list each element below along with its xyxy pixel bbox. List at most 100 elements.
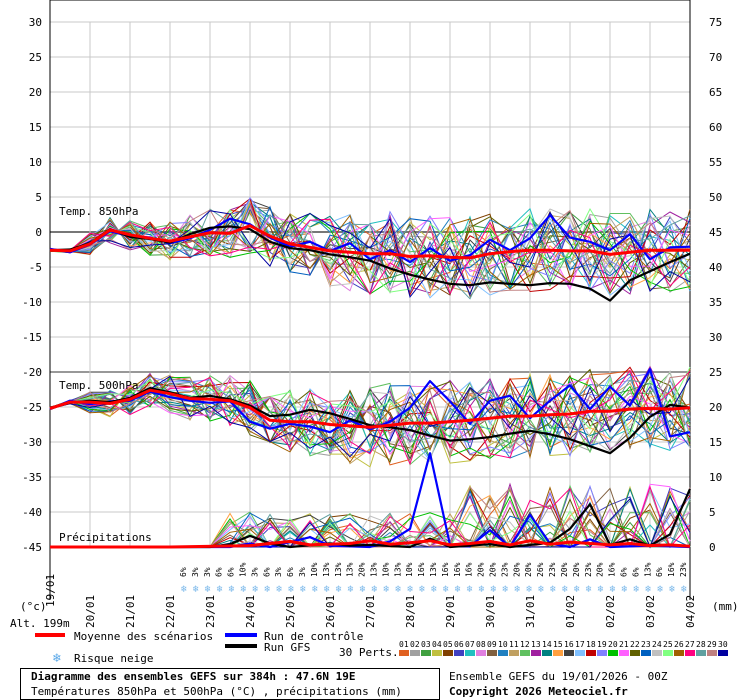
legend-control-swatch bbox=[225, 633, 257, 637]
pert-line bbox=[49, 366, 691, 461]
pert-number: 18 bbox=[586, 640, 596, 649]
y-tick-left: 5 bbox=[35, 191, 42, 204]
pert-number: 26 bbox=[674, 640, 684, 649]
legend-gfs-label: Run GFS bbox=[264, 641, 310, 654]
pert-color-swatch bbox=[608, 650, 618, 656]
snowflake-icon: ❄ bbox=[514, 584, 521, 595]
pert-line bbox=[49, 375, 691, 456]
snow-risk-label: 20% bbox=[560, 562, 569, 577]
legend-snow-label: Risque neige bbox=[74, 652, 153, 665]
pert-line bbox=[49, 369, 691, 466]
snow-risk-label: 3% bbox=[203, 567, 212, 577]
snowflake-icon: ❄ bbox=[252, 584, 259, 595]
y-tick-right: 25 bbox=[709, 366, 722, 379]
y-tick-left: -25 bbox=[22, 401, 42, 414]
snowflake-icon: ❄ bbox=[360, 584, 367, 595]
pert-number: 01 bbox=[399, 640, 409, 649]
snow-risk-label: 16% bbox=[667, 562, 676, 577]
pert-line bbox=[49, 368, 691, 464]
snow-risk-row: 6%❄3%❄3%❄6%❄6%❄10%❄3%❄6%❄3%❄6%❄3%❄10%❄13… bbox=[179, 562, 688, 595]
pert-line bbox=[49, 368, 691, 463]
snow-risk-label: 20% bbox=[489, 562, 498, 577]
snow-risk-label: 3% bbox=[250, 567, 259, 577]
pert-color-swatch bbox=[652, 650, 662, 656]
series-t500-run-gfs bbox=[49, 387, 691, 455]
pert-number: 30 bbox=[718, 640, 728, 649]
pert-color-swatch bbox=[432, 650, 442, 656]
x-tick-label: 21/01 bbox=[124, 595, 137, 628]
pert-number: 25 bbox=[663, 640, 673, 649]
snow-risk-label: 16% bbox=[465, 562, 474, 577]
snow-risk-label: 10% bbox=[310, 562, 319, 577]
y-tick-left: -10 bbox=[22, 296, 42, 309]
pert-color-swatch bbox=[597, 650, 607, 656]
snowflake-icon: ❄ bbox=[633, 584, 640, 595]
x-tick-label: 23/01 bbox=[204, 595, 217, 628]
snow-risk-label: 13% bbox=[346, 562, 355, 577]
pert-number: 04 bbox=[432, 640, 442, 649]
snowflake-icon: ❄ bbox=[276, 584, 283, 595]
footer-copyright: Copyright 2026 Meteociel.fr bbox=[449, 685, 628, 698]
snowflake-icon: ❄ bbox=[395, 584, 402, 595]
snow-risk-label: 6% bbox=[619, 567, 628, 577]
snowflake-icon: ❄ bbox=[241, 584, 248, 595]
snow-risk-label: 16% bbox=[608, 562, 617, 577]
snowflake-icon: ❄ bbox=[681, 584, 688, 595]
pert-color-swatch bbox=[542, 650, 552, 656]
pert-color-swatch bbox=[685, 650, 695, 656]
snow-risk-label: 13% bbox=[429, 562, 438, 577]
x-tick-label: 03/02 bbox=[644, 595, 657, 628]
x-tick-label: 25/01 bbox=[284, 595, 297, 628]
snow-risk-label: 13% bbox=[643, 562, 652, 577]
snow-risk-label: 6% bbox=[215, 567, 224, 577]
snowflake-icon: ❄ bbox=[300, 584, 307, 595]
x-tick-label: 29/01 bbox=[444, 595, 457, 628]
pert-color-swatch bbox=[410, 650, 420, 656]
pert-number: 09 bbox=[487, 640, 497, 649]
pert-line bbox=[49, 208, 691, 300]
snow-risk-label: 10% bbox=[381, 562, 390, 577]
snowflake-icon: ❄ bbox=[264, 584, 271, 595]
y-tick-left: 0 bbox=[35, 226, 42, 239]
y-tick-right: 20 bbox=[709, 401, 722, 414]
snowflake-icon: ❄ bbox=[419, 584, 426, 595]
y-tick-right: 15 bbox=[709, 436, 722, 449]
pert-line bbox=[49, 372, 691, 449]
y-tick-left: 10 bbox=[29, 156, 42, 169]
snowflake-icon: ❄ bbox=[52, 651, 61, 666]
y-tick-right: 5 bbox=[709, 506, 716, 519]
snowflake-icon: ❄ bbox=[491, 584, 498, 595]
pert-number: 05 bbox=[443, 640, 453, 649]
snowflake-icon: ❄ bbox=[288, 584, 295, 595]
pert-number: 24 bbox=[652, 640, 662, 649]
snowflake-icon: ❄ bbox=[312, 584, 319, 595]
pert-number: 02 bbox=[410, 640, 420, 649]
pert-number: 10 bbox=[498, 640, 508, 649]
snowflake-icon: ❄ bbox=[455, 584, 462, 595]
y-tick-right: 75 bbox=[709, 16, 722, 29]
panel-label-t500: Temp. 500hPa bbox=[59, 379, 138, 392]
snowflake-icon: ❄ bbox=[586, 584, 593, 595]
pert-color-swatch bbox=[663, 650, 673, 656]
altitude-label: Alt. 199m bbox=[10, 617, 70, 630]
pert-color-swatch bbox=[707, 650, 717, 656]
snowflake-icon: ❄ bbox=[479, 584, 486, 595]
snowflake-icon: ❄ bbox=[657, 584, 664, 595]
pert-line bbox=[49, 218, 691, 296]
snowflake-icon: ❄ bbox=[229, 584, 236, 595]
pert-number: 27 bbox=[685, 640, 695, 649]
series-precip-moyenne-des-sc-narios bbox=[50, 539, 691, 549]
y-tick-left: -30 bbox=[22, 436, 42, 449]
pert-number: 21 bbox=[619, 640, 629, 649]
series-t500-run-de-contr-le bbox=[49, 368, 691, 438]
legend-perts-label: 30 Perts. bbox=[339, 646, 399, 659]
pert-number: 11 bbox=[509, 640, 519, 649]
y-tick-left: -15 bbox=[22, 331, 42, 344]
pert-line bbox=[49, 375, 691, 458]
y-tick-right: 30 bbox=[709, 331, 722, 344]
main-series-lines bbox=[49, 214, 692, 549]
footer-run-label: Ensemble GEFS du 19/01/2026 - 00Z bbox=[449, 670, 668, 683]
x-tick-label: 01/02 bbox=[564, 595, 577, 628]
pert-line bbox=[49, 210, 691, 298]
snowflake-icon: ❄ bbox=[669, 584, 676, 595]
